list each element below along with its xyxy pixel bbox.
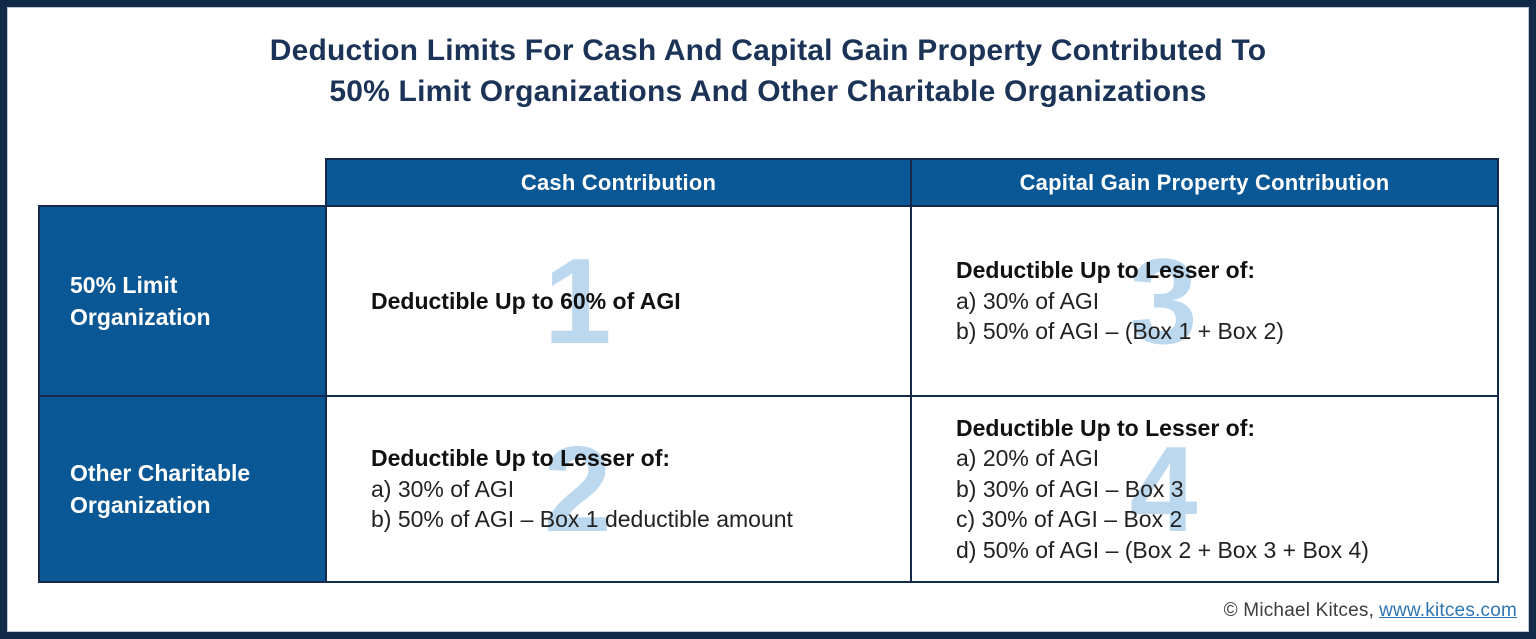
copyright-text: © Michael Kitces, <box>1223 600 1375 621</box>
cell-item: b) 50% of AGI – (Box 1 + Box 2) <box>956 318 1284 345</box>
box-4-watermark-number: 4 <box>1129 421 1198 557</box>
table-row: Other Charitable Organization 2 Deductib… <box>38 395 1499 583</box>
table-header-row: Cash Contribution Capital Gain Property … <box>39 158 1499 207</box>
row-header-50-limit-organization: 50% Limit Organization <box>38 205 327 397</box>
cell-item: a) 20% of AGI <box>956 445 1100 472</box>
box-2-watermark-number: 2 <box>543 421 612 557</box>
cell-item: c) 30% of AGI – Box 2 <box>956 506 1183 533</box>
deduction-limits-table: Cash Contribution Capital Gain Property … <box>38 158 1499 583</box>
cell-box-4-text: Deductible Up to Lesser of: a) 20% of AG… <box>956 413 1481 566</box>
cell-item: a) 30% of AGI <box>956 287 1100 314</box>
table-row: 50% Limit Organization 1 Deductible Up t… <box>38 205 1499 397</box>
cell-box-1-text: Deductible Up to 60% of AGI <box>371 286 894 317</box>
column-header-capital-gain-property-contribution: Capital Gain Property Contribution <box>910 158 1499 207</box>
corner-cell <box>39 159 326 206</box>
cell-box-2: 2 Deductible Up to Lesser of: a) 30% of … <box>325 395 912 583</box>
cell-box-4: 4 Deductible Up to Lesser of: a) 20% of … <box>910 395 1499 583</box>
cell-lead: Deductible Up to Lesser of: <box>956 414 1256 441</box>
page-title-line2: 50% Limit Organizations And Other Charit… <box>329 74 1207 108</box>
cell-box-3-text: Deductible Up to Lesser of: a) 30% of AG… <box>956 255 1481 347</box>
cell-item: a) 30% of AGI <box>371 475 515 502</box>
kitces-link[interactable]: www.kitces.com <box>1379 600 1517 621</box>
box-3-watermark-number: 3 <box>1129 233 1198 369</box>
cell-box-2-text: Deductible Up to Lesser of: a) 30% of AG… <box>371 443 894 535</box>
row-header-other-charitable-organization: Other Charitable Organization <box>38 395 327 583</box>
footer-attribution: © Michael Kitces, www.kitces.com <box>1224 600 1517 622</box>
cell-item: b) 30% of AGI – Box 3 <box>956 475 1184 502</box>
cell-box-1: 1 Deductible Up to 60% of AGI <box>325 205 912 397</box>
cell-lead: Deductible Up to 60% of AGI <box>371 287 681 314</box>
cell-item: b) 50% of AGI – Box 1 deductible amount <box>371 506 793 533</box>
box-1-watermark-number: 1 <box>543 233 612 369</box>
column-header-cash-contribution: Cash Contribution <box>325 158 912 207</box>
page-title: Deduction Limits For Cash And Capital Ga… <box>7 7 1529 112</box>
cell-item: d) 50% of AGI – (Box 2 + Box 3 + Box 4) <box>956 536 1369 563</box>
page-title-line1: Deduction Limits For Cash And Capital Ga… <box>269 34 1267 67</box>
cell-lead: Deductible Up to Lesser of: <box>956 257 1256 284</box>
cell-box-3: 3 Deductible Up to Lesser of: a) 30% of … <box>910 205 1499 397</box>
cell-lead: Deductible Up to Lesser of: <box>371 445 671 472</box>
